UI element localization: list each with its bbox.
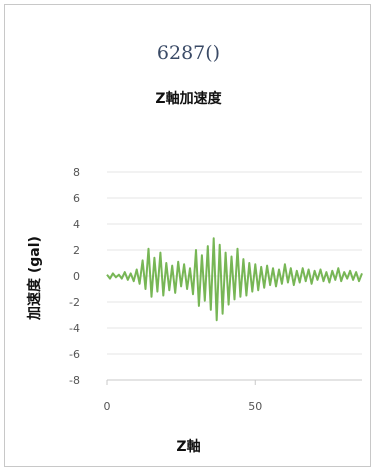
chart-title: 6287() bbox=[156, 42, 221, 64]
series-line bbox=[106, 237, 363, 322]
y-tick-label: 0 bbox=[73, 270, 80, 283]
y-tick-label: 8 bbox=[73, 166, 80, 179]
y-tick-label: -4 bbox=[69, 322, 80, 335]
y-tick-label: -6 bbox=[69, 348, 80, 361]
x-axis-label: Z軸 bbox=[176, 439, 201, 455]
chart-subtitle: Z軸加速度 bbox=[155, 91, 222, 107]
y-tick-label: 4 bbox=[73, 218, 80, 231]
y-tick-label: -2 bbox=[69, 296, 80, 309]
y-tick-label: 6 bbox=[73, 192, 80, 205]
x-tick-label: 50 bbox=[248, 400, 262, 413]
chart-frame bbox=[4, 4, 371, 467]
y-tick-label: -8 bbox=[69, 374, 80, 387]
x-tick-label: 0 bbox=[104, 400, 111, 413]
y-tick-label: 2 bbox=[73, 244, 80, 257]
